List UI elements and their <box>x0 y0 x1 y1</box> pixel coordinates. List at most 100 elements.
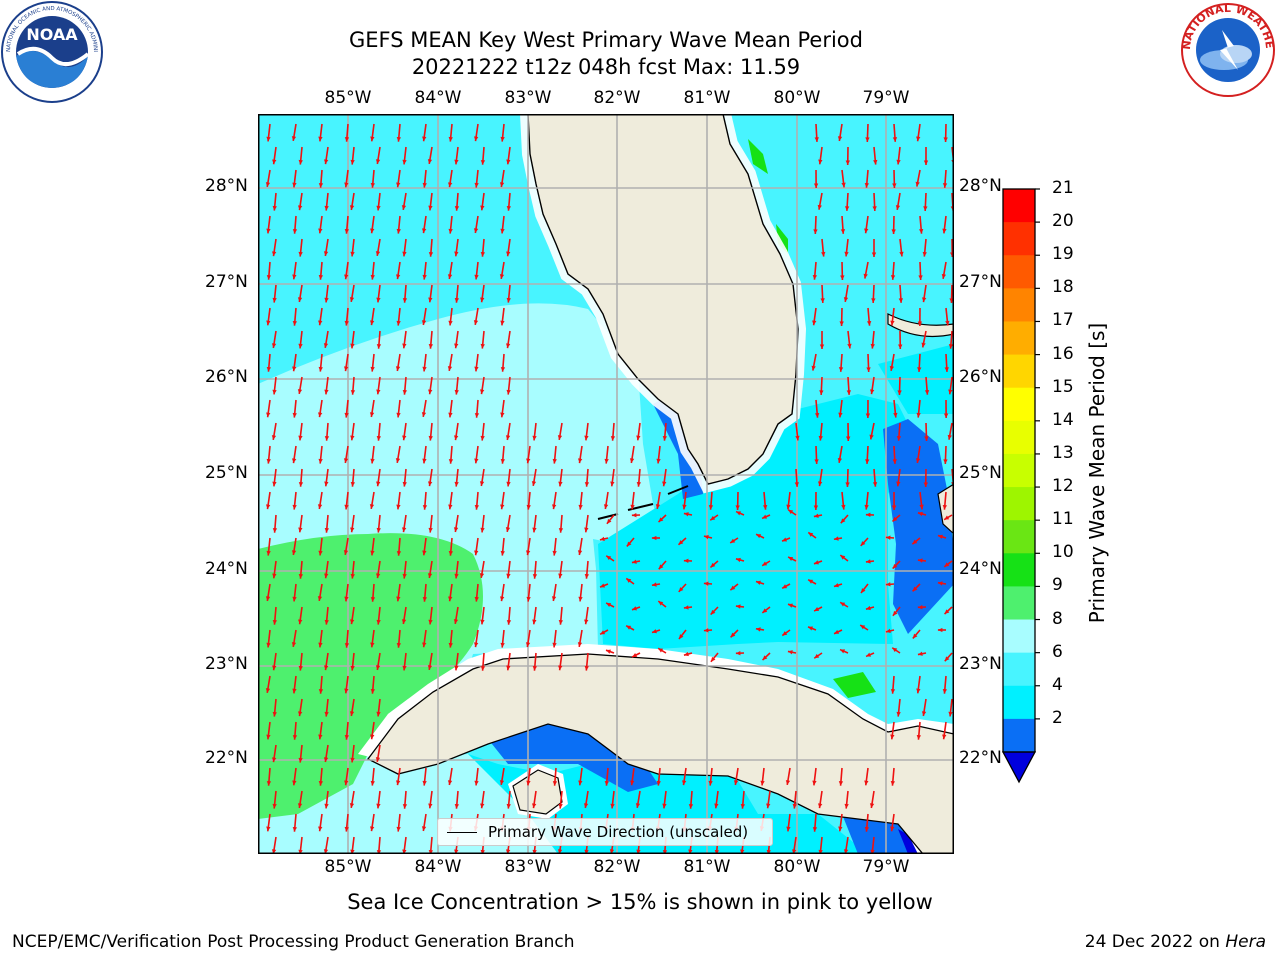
wave-arrow-head <box>422 780 427 786</box>
wave-arrow-head <box>349 205 355 211</box>
lat-label-left: 24°N <box>205 559 248 579</box>
wave-arrow-head <box>583 803 589 809</box>
wave-arrow-head <box>454 389 459 395</box>
wave-arrow-head <box>500 504 505 510</box>
lat-label-right: 22°N <box>959 748 1002 768</box>
wave-arrow-head <box>872 482 878 487</box>
wave-arrow-head <box>606 518 612 524</box>
wave-arrow-head <box>292 504 297 510</box>
wave-arrow-head <box>604 458 609 464</box>
wave-arrow-head <box>846 436 851 441</box>
map-panel <box>258 114 954 854</box>
wave-arrow-head <box>376 527 381 533</box>
wave-arrow-head <box>349 711 355 717</box>
wave-arrow-head <box>730 538 736 543</box>
wave-arrow-head <box>678 540 684 545</box>
wave-arrow-head <box>924 436 929 441</box>
map-subtitle: 20221222 t12z 048h fcst Max: 11.59 <box>411 55 801 79</box>
colorbar-under-extension <box>1001 751 1037 784</box>
wave-arrow-head <box>350 573 355 579</box>
wave-arrow-head <box>890 734 895 740</box>
wave-arrow-head <box>428 435 433 441</box>
wave-arrow-head <box>818 159 823 165</box>
wave-arrow-head <box>708 505 714 510</box>
wave-arrow-head <box>531 481 537 486</box>
wave-arrow-head <box>844 251 849 257</box>
wave-arrow-head <box>479 573 485 578</box>
wave-arrow-head <box>703 581 709 586</box>
wave-arrow-head <box>943 137 948 142</box>
map-title: GEFS MEAN Key West Primary Wave Mean Per… <box>349 28 863 52</box>
wave-arrow-head <box>636 481 642 487</box>
colorbar-segment <box>1003 520 1035 554</box>
wave-arrow-head <box>422 136 427 142</box>
wave-arrow-head <box>532 665 538 671</box>
wave-arrow-head <box>428 252 434 257</box>
wave-arrow-head <box>427 481 433 487</box>
wave-arrow-head <box>943 413 949 418</box>
wave-arrow-head <box>943 459 948 464</box>
wave-arrow-head <box>266 275 272 280</box>
wave-arrow-head <box>453 435 459 441</box>
wave-arrow-head <box>636 435 641 441</box>
wave-arrow-head <box>402 665 407 671</box>
wave-arrow-head <box>814 653 820 659</box>
wave-arrow-head <box>599 536 605 541</box>
wave-arrow-head <box>866 652 872 657</box>
wave-arrow-head <box>899 251 904 257</box>
wave-arrow-head <box>473 228 479 234</box>
wave-arrow-head <box>860 541 866 546</box>
wave-arrow-head <box>626 578 632 583</box>
wave-arrow-head <box>324 803 329 809</box>
wave-arrow-head <box>678 587 684 592</box>
wave-arrow-head <box>266 458 271 464</box>
land-andros <box>937 483 954 535</box>
wave-arrow-head <box>896 481 901 487</box>
wave-arrow-head <box>603 504 609 510</box>
wave-arrow-head <box>658 648 664 653</box>
wave-arrow-head <box>896 159 901 165</box>
colorbar-segment <box>1003 586 1035 621</box>
wave-arrow-head <box>845 160 850 165</box>
wave-arrow-head <box>323 757 329 763</box>
lat-label-right: 24°N <box>959 559 1002 579</box>
wave-arrow-head <box>786 504 791 510</box>
wave-arrow-head <box>422 642 427 648</box>
wave-arrow-head <box>454 849 459 854</box>
wave-arrow-head <box>892 183 897 188</box>
sea-ice-note: Sea Ice Concentration > 15% is shown in … <box>347 890 933 914</box>
wave-arrow-head <box>428 205 433 211</box>
wave-arrow-head <box>532 574 538 579</box>
wave-arrow-head <box>506 481 511 487</box>
wave-arrow-head <box>846 390 852 395</box>
wave-arrow-head <box>658 517 664 523</box>
colorbar-tick-label: 6 <box>1052 641 1063 662</box>
wave-arrow-head <box>271 849 277 854</box>
wave-arrow-head <box>505 343 511 349</box>
wave-arrow-head <box>813 513 819 518</box>
lon-label-top: 84°W <box>414 88 462 108</box>
wave-arrow-head <box>885 582 891 587</box>
wave-arrow-head <box>298 619 303 625</box>
wave-arrow-head <box>272 573 277 579</box>
colorbar-segment <box>1003 553 1035 587</box>
wave-arrow-head <box>297 297 303 303</box>
wave-arrow-head <box>890 275 896 280</box>
wave-arrow-head <box>506 159 511 165</box>
wave-arrow-head <box>762 608 768 613</box>
wave-arrow-head <box>448 459 454 464</box>
wave-arrow-head <box>292 412 297 418</box>
wave-arrow-head <box>292 366 297 372</box>
wave-arrow-head <box>376 389 381 395</box>
wave-arrow-head <box>919 504 924 510</box>
wave-arrow-head <box>350 849 355 854</box>
wave-arrow-head <box>584 849 589 854</box>
wave-arrow-head <box>297 389 303 394</box>
wave-arrow-head <box>344 137 350 142</box>
wave-arrow-head <box>762 561 768 566</box>
wave-arrow-head <box>864 780 869 786</box>
wave-arrow-head <box>808 626 814 631</box>
wave-arrow-head <box>375 573 381 579</box>
wave-arrow-head <box>892 563 898 569</box>
ocean-9-10-west <box>258 533 483 819</box>
